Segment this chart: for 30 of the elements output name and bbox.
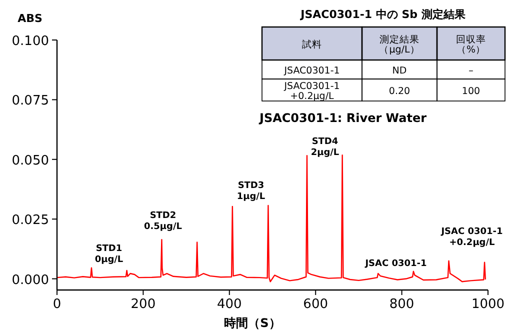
text: JSAC0301-1: River Water bbox=[258, 111, 427, 125]
x-tick-label: 200 bbox=[130, 297, 156, 312]
y-axis-title: ABS bbox=[18, 12, 42, 25]
x-tick-label: 600 bbox=[303, 297, 328, 312]
annotation: STD4 2μg/L bbox=[310, 137, 340, 158]
annotation: JSAC 0301-1 bbox=[364, 259, 427, 269]
annotation: 100 bbox=[462, 86, 480, 97]
x-tick-label: 0 bbox=[52, 297, 62, 312]
annotation: 回収率（%） bbox=[456, 34, 486, 56]
y-tick-label: 0.075 bbox=[12, 94, 49, 109]
annotation: 測定結果（μg/L） bbox=[379, 34, 420, 56]
annotation: STD3 1μg/L bbox=[236, 181, 266, 202]
x-tick-label: 400 bbox=[216, 297, 242, 312]
annotation: 0.20 bbox=[388, 86, 410, 97]
x-tick-label: 1000 bbox=[471, 297, 505, 312]
y-tick-label: 0.050 bbox=[12, 153, 49, 168]
annotation: STD2 0.5μg/L bbox=[144, 211, 182, 232]
annotation: ND bbox=[392, 66, 407, 76]
x-tick-label: 800 bbox=[389, 297, 414, 312]
y-tick-label: 0.000 bbox=[12, 272, 49, 288]
annotation: 試料 bbox=[302, 38, 322, 50]
annotation: STD1 0μg/L bbox=[94, 244, 124, 265]
y-tick-label: 0.025 bbox=[12, 213, 49, 228]
y-tick-label: 0.100 bbox=[12, 34, 49, 49]
annotation: JSAC0301-1 +0.2μg/L bbox=[283, 81, 340, 102]
annotation: JSAC0301-1 bbox=[283, 66, 340, 76]
x-axis-title: 時間（S） bbox=[224, 316, 281, 330]
annotation: JSAC 0301-1 +0.2μg/L bbox=[440, 227, 503, 248]
annotation: – bbox=[468, 66, 474, 76]
text: JSAC0301-1 中の Sb 測定結果 bbox=[300, 8, 466, 21]
